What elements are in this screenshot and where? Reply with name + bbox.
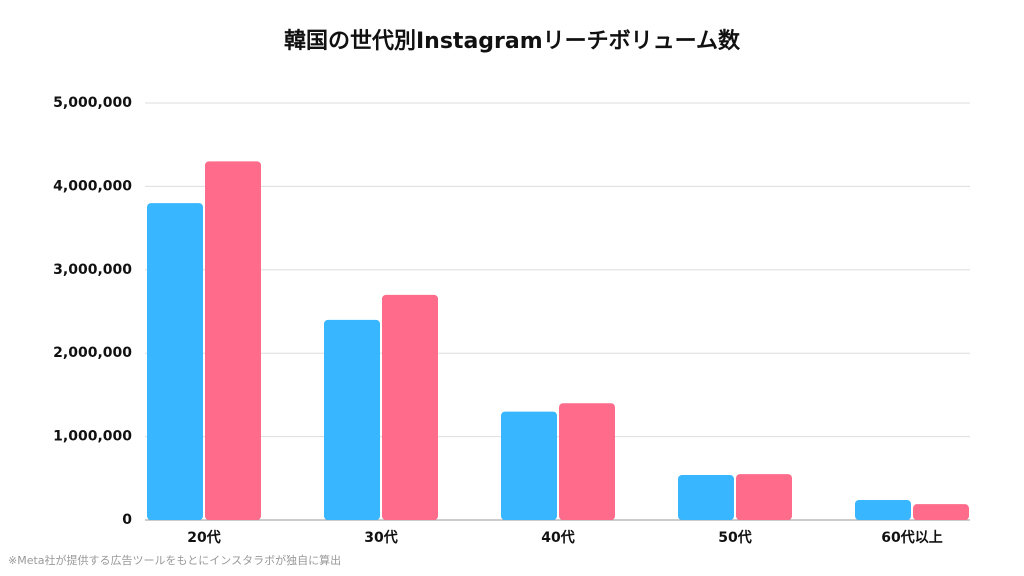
bar bbox=[501, 411, 557, 520]
bar bbox=[147, 203, 203, 520]
bar bbox=[324, 319, 380, 520]
bar bbox=[913, 504, 969, 520]
bar bbox=[382, 294, 438, 520]
y-tick-label: 2,000,000 bbox=[53, 345, 132, 361]
y-tick-label: 1,000,000 bbox=[53, 429, 132, 445]
x-tick-label: 20代 bbox=[187, 529, 220, 546]
x-tick-label: 60代以上 bbox=[881, 529, 942, 546]
y-tick-label: 0 bbox=[122, 512, 132, 528]
bar bbox=[678, 474, 734, 520]
bar bbox=[559, 403, 615, 520]
x-tick-label: 50代 bbox=[718, 529, 751, 546]
y-tick-label: 3,000,000 bbox=[53, 262, 132, 278]
y-tick-label: 4,000,000 bbox=[53, 178, 132, 194]
source-note: ※Meta社が提供する広告ツールをもとにインスタラボが独自に算出 bbox=[8, 553, 341, 567]
y-tick-label: 5,000,000 bbox=[53, 95, 132, 111]
bar bbox=[855, 499, 911, 520]
bar bbox=[205, 161, 261, 520]
x-tick-label: 30代 bbox=[364, 529, 397, 546]
x-tick-label: 40代 bbox=[541, 529, 574, 546]
bar bbox=[736, 474, 792, 520]
chart-title: 韓国の世代別Instagramリーチボリューム数 bbox=[284, 28, 741, 54]
